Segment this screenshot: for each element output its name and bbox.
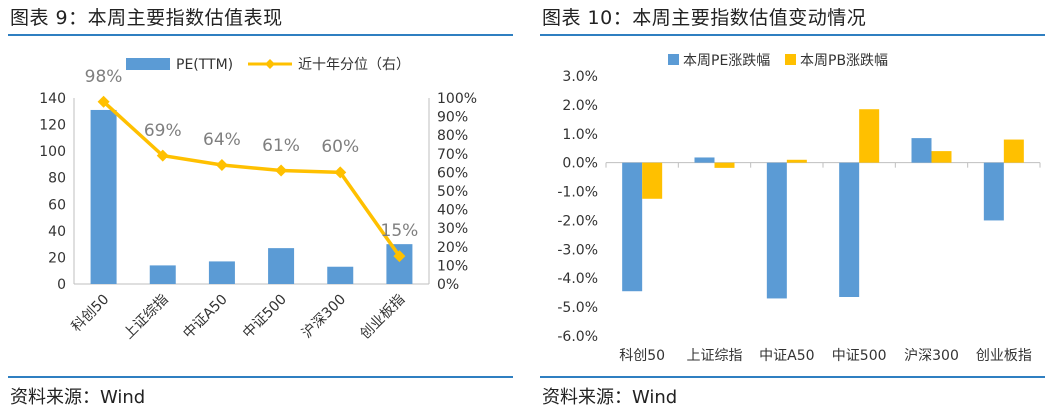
- bar-pb-change: [1003, 139, 1024, 163]
- pe-valuation-chart: PE(TTM) 近十年分位（右） 0 20 40 60 80 100 120 140 0% 10% 20…: [39, 57, 477, 343]
- x-tick-label: 中证A50: [180, 292, 230, 342]
- x-tick-label: 科创50: [69, 292, 113, 336]
- figure-9-source: 资料来源：Wind: [10, 387, 146, 408]
- marker-percentile: [275, 164, 288, 177]
- bar-pe: [208, 261, 235, 284]
- x-tick-label: 上证综指: [121, 292, 172, 343]
- x-tick-label: 沪深300: [299, 292, 349, 342]
- bar-pe-change: [911, 138, 932, 163]
- y-left-tick-label: 120: [39, 118, 66, 134]
- legend-swatch-pe: [126, 58, 170, 70]
- data-label-percentile: 15%: [381, 221, 419, 241]
- marker-percentile: [97, 95, 110, 108]
- figure-9-bottom-rule: [8, 376, 513, 378]
- data-label-percentile: 98%: [85, 67, 123, 87]
- y-left-tick-label: 80: [48, 171, 66, 187]
- y-tick-label: 0.0%: [562, 156, 598, 172]
- figure-10-panel: 图表 10：本周主要指数估值变动情况 本周PE涨跌幅 本周PB涨跌幅 -6.0% -5…: [540, 0, 1045, 412]
- marker-percentile: [215, 158, 228, 171]
- legend-label-pe-change: 本周PE涨跌幅: [683, 53, 770, 69]
- y-tick-label: -5.0%: [557, 300, 598, 316]
- y-right-tick-label: 50%: [437, 184, 468, 200]
- y-left-tick-label: 60: [48, 197, 66, 213]
- figure-9-top-rule: [8, 34, 513, 36]
- x-tick-label: 中证500: [832, 348, 887, 364]
- y-right-tick-label: 100%: [437, 91, 477, 107]
- y-left-tick-label: 0: [57, 277, 66, 293]
- line-percentile: [102, 100, 401, 258]
- x-tick-label: 中证A50: [759, 348, 814, 364]
- x-tick-label: 中证500: [240, 292, 290, 342]
- y-right-tick-label: 90%: [437, 110, 468, 126]
- figure-10-bottom-rule: [540, 376, 1045, 378]
- legend-marker-percentile: [265, 59, 275, 69]
- y-right-tick-label: 70%: [437, 147, 468, 163]
- y-tick-label: -6.0%: [557, 329, 598, 345]
- x-tick-label: 创业板指: [357, 292, 408, 343]
- bar-pb-change: [786, 159, 807, 163]
- y-tick-label: -1.0%: [557, 185, 598, 201]
- y-tick-label: 3.0%: [562, 69, 598, 85]
- y-right-tick-label: 0%: [437, 277, 459, 293]
- bar-pb-change: [642, 162, 663, 199]
- x-tick-label: 创业板指: [976, 348, 1032, 364]
- y-tick-label: -3.0%: [557, 242, 598, 258]
- legend-swatch-pe-change: [668, 54, 679, 65]
- marker-percentile: [334, 166, 347, 179]
- data-label-percentile: 64%: [203, 130, 241, 150]
- x-tick-label: 科创50: [619, 348, 665, 364]
- legend-label-pb-change: 本周PB涨跌幅: [800, 53, 888, 69]
- bar-pb-change: [859, 109, 880, 163]
- y-tick-label: 1.0%: [562, 127, 598, 143]
- bar-pe-change: [766, 162, 787, 299]
- bar-pe-change: [839, 162, 860, 297]
- bar-pb-change: [931, 151, 952, 163]
- figure-9-panel: 图表 9：本周主要指数估值表现 PE(TTM) 近十年分位（右） 0 20 40 60 80…: [8, 0, 513, 412]
- bar-pe: [90, 109, 117, 284]
- legend-swatch-pb-change: [785, 54, 796, 65]
- legend-label-percentile: 近十年分位（右）: [298, 57, 410, 73]
- x-tick-label: 上证综指: [687, 348, 743, 364]
- y-right-tick-label: 30%: [437, 221, 468, 237]
- y-left-tick-label: 140: [39, 91, 66, 107]
- bar-pe-change: [694, 157, 715, 163]
- bar-pe: [268, 248, 295, 284]
- marker-percentile: [156, 149, 169, 162]
- figure-9-title: 图表 9：本周主要指数估值表现: [10, 7, 283, 29]
- figure-10-source: 资料来源：Wind: [542, 387, 678, 408]
- y-tick-label: 2.0%: [562, 98, 598, 114]
- figure-10-title: 图表 10：本周主要指数估值变动情况: [542, 7, 867, 29]
- data-label-percentile: 69%: [144, 121, 182, 141]
- y-left-tick-label: 20: [48, 250, 66, 266]
- y-right-tick-label: 10%: [437, 258, 468, 274]
- data-label-percentile: 61%: [262, 136, 300, 156]
- y-right-tick-label: 40%: [437, 203, 468, 219]
- y-left-tick-label: 100: [39, 144, 66, 160]
- marker-percentile: [393, 250, 406, 263]
- bar-pe: [149, 265, 176, 284]
- x-tick-label: 沪深300: [904, 348, 959, 364]
- data-label-percentile: 60%: [321, 137, 359, 157]
- legend-label-pe: PE(TTM): [176, 57, 233, 73]
- y-tick-label: -2.0%: [557, 213, 598, 229]
- bar-pb-change: [714, 162, 735, 168]
- y-right-tick-label: 20%: [437, 240, 468, 256]
- y-right-tick-label: 80%: [437, 128, 468, 144]
- bar-pe: [327, 266, 354, 284]
- valuation-change-chart: 本周PE涨跌幅 本周PB涨跌幅 -6.0% -5.0% -4.0% -3.0% -2.0% -…: [557, 53, 1041, 364]
- y-tick-label: -4.0%: [557, 271, 598, 287]
- figure-10-top-rule: [540, 34, 1045, 36]
- y-left-tick-label: 40: [48, 224, 66, 240]
- bar-pe-change: [983, 162, 1004, 221]
- y-right-tick-label: 60%: [437, 165, 468, 181]
- bar-pe-change: [622, 162, 643, 292]
